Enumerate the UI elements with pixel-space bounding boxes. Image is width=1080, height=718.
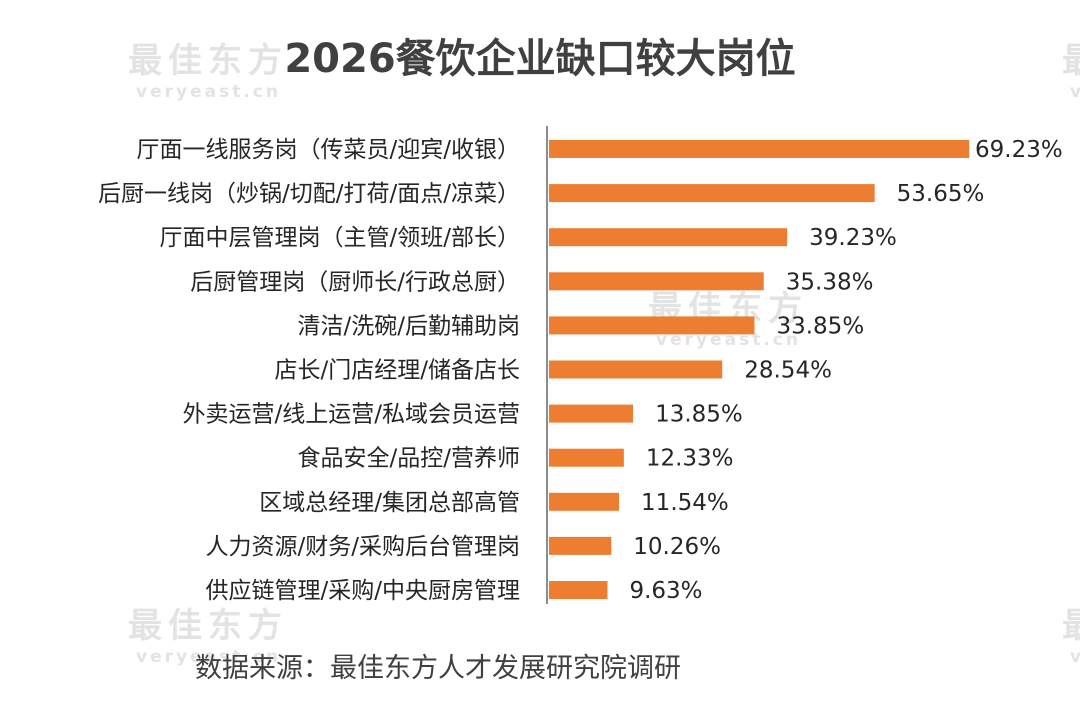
bar [549, 360, 723, 379]
data-label: 9.63% [629, 578, 702, 604]
watermark-brand-cn: 最佳东方 [128, 606, 288, 646]
data-label: 39.23% [809, 225, 897, 251]
source-note: 数据来源：最佳东方人才发展研究院调研 [195, 653, 681, 684]
data-label: 69.23% [975, 137, 1063, 163]
category-label: 外卖运营/线上运营/私域会员运营 [183, 402, 521, 428]
watermark-brand-en: veryeast.cn [136, 647, 281, 667]
data-label: 12.33% [646, 446, 734, 472]
watermark-brand-cn: 最佳东方 [1062, 41, 1080, 81]
category-label: 食品安全/品控/营养师 [298, 446, 521, 472]
bar-rows: 厅面一线服务岗（传菜员/迎宾/收银） 69.23% 后厨一线岗（炒锅/切配/打荷/面… [98, 137, 1063, 604]
category-label: 后厨一线岗（炒锅/切配/打荷/面点/凉菜） [98, 181, 520, 207]
category-label: 厅面中层管理岗（主管/领班/部长） [160, 225, 521, 251]
watermark-layer: 最佳东方veryeast.cn最佳东方veryeast.cn最佳东方veryea… [128, 41, 1080, 667]
bar [549, 184, 875, 203]
data-label: 28.54% [744, 358, 832, 384]
category-label: 后厨管理岗（厨师长/行政总厨） [190, 269, 520, 295]
bar [549, 448, 624, 467]
watermark-brand-en: veryeast.cn [136, 82, 281, 102]
category-label: 清洁/洗碗/后勤辅助岗 [298, 313, 521, 339]
watermark-brand-cn: 最佳东方 [128, 41, 288, 81]
bar [549, 536, 612, 555]
data-label: 35.38% [786, 269, 874, 295]
watermark-brand-cn: 最佳东方 [1062, 606, 1080, 646]
bar [549, 228, 788, 247]
category-label: 区域总经理/集团总部高管 [259, 490, 520, 516]
chart-title: 2026餐饮企业缺口较大岗位 [284, 36, 795, 82]
category-label: 人力资源/财务/采购后台管理岗 [206, 534, 521, 560]
bar [549, 492, 620, 511]
bar [549, 140, 970, 158]
category-label: 厅面一线服务岗（传菜员/迎宾/收银） [137, 137, 521, 163]
data-label: 53.65% [897, 181, 985, 207]
bar [549, 581, 608, 599]
category-label: 店长/门店经理/储备店长 [275, 358, 521, 384]
bar [549, 404, 634, 423]
data-label: 13.85% [655, 402, 743, 428]
bar [549, 316, 755, 335]
data-label: 11.54% [641, 490, 729, 516]
watermark-brand-en: veryeast.cn [1070, 647, 1080, 667]
watermark-brand-en: veryeast.cn [1070, 82, 1080, 102]
bar [549, 272, 764, 291]
category-label: 供应链管理/采购/中央厨房管理 [206, 578, 521, 604]
data-label: 33.85% [776, 313, 864, 339]
watermark-brand-en: veryeast.cn [656, 330, 801, 350]
data-label: 10.26% [633, 534, 721, 560]
